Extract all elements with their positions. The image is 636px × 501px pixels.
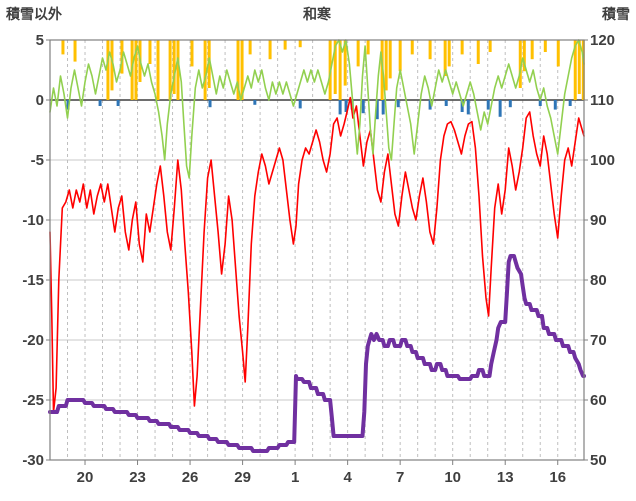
precipitation-bars: [66, 100, 572, 120]
svg-text:10: 10: [444, 469, 461, 486]
svg-text:23: 23: [129, 469, 146, 486]
left-axis-title: 積雪以外: [6, 6, 62, 22]
svg-text:60: 60: [590, 392, 607, 409]
snow-depth-line: [48, 254, 586, 453]
svg-text:-30: -30: [22, 452, 44, 469]
air-temperature-line: [49, 96, 585, 413]
svg-text:-15: -15: [22, 272, 44, 289]
svg-text:1: 1: [291, 469, 299, 486]
svg-text:110: 110: [590, 92, 614, 109]
svg-text:5: 5: [36, 32, 44, 49]
svg-text:70: 70: [590, 332, 607, 349]
svg-text:0: 0: [36, 92, 44, 109]
chart-title: 和寒: [303, 6, 331, 22]
svg-text:120: 120: [590, 32, 615, 49]
plot-border: [49, 39, 585, 461]
svg-text:50: 50: [590, 452, 607, 469]
svg-text:20: 20: [77, 469, 94, 486]
left-axis-labels: 5 0 -5 -10 -15 -20 -25 -30: [22, 32, 50, 469]
right-axis-labels: 120 110 100 90 80 70 60 50: [584, 32, 615, 469]
svg-text:-5: -5: [31, 152, 44, 169]
snow-surface-temperature-line: [49, 39, 585, 179]
horizontal-gridlines: [50, 39, 584, 461]
svg-text:29: 29: [234, 469, 251, 486]
svg-text:90: 90: [590, 212, 607, 229]
svg-text:26: 26: [182, 469, 199, 486]
svg-text:13: 13: [497, 469, 514, 486]
svg-text:-25: -25: [22, 392, 44, 409]
svg-text:100: 100: [590, 152, 615, 169]
svg-text:80: 80: [590, 272, 607, 289]
svg-text:7: 7: [396, 469, 404, 486]
x-axis-labels: 20 23 26 29 1 4 7 10 13 16: [77, 460, 566, 486]
svg-text:4: 4: [343, 469, 352, 486]
right-axis-title: 積雪: [602, 6, 630, 22]
svg-text:16: 16: [549, 469, 566, 486]
svg-text:-10: -10: [22, 212, 44, 229]
svg-text:-20: -20: [22, 332, 44, 349]
